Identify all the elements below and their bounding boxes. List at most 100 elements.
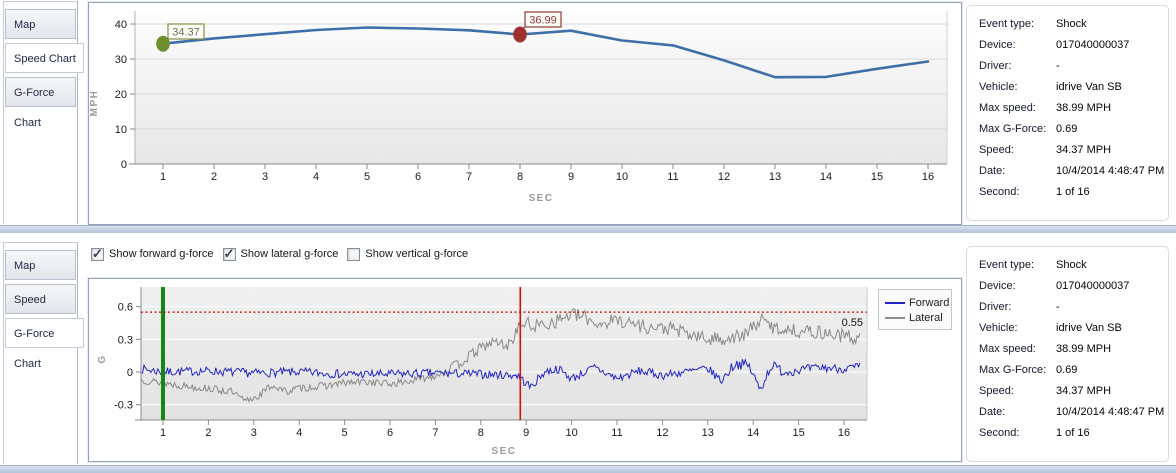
window-bottom-edge (0, 465, 1176, 473)
svg-text:5: 5 (342, 427, 348, 439)
detail-value: idrive Van SB (1056, 322, 1122, 334)
tab-speed-chart[interactable]: Speed Chart (5, 284, 76, 336)
svg-text:12: 12 (656, 427, 668, 439)
detail-value: 38.99 MPH (1056, 102, 1112, 114)
event-details: Event type: Shock Device: 017040000037 Drive… (966, 246, 1169, 462)
tab-map[interactable]: Map (5, 9, 76, 39)
checkbox-show-vertical-g-force[interactable]: ✓ Show vertical g-force (347, 247, 469, 261)
detail-row: Driver: - (979, 297, 1168, 318)
checkbox-label: Show forward g-force (109, 248, 214, 260)
detail-label-second: Second: (979, 427, 1020, 439)
svg-text:0.6: 0.6 (118, 302, 133, 314)
detail-value: 38.99 MPH (1056, 343, 1112, 355)
detail-label-speed: Speed: (979, 385, 1014, 397)
detail-label-second: Second: (979, 186, 1020, 198)
detail-value: 34.37 MPH (1056, 144, 1112, 156)
detail-value: idrive Van SB (1056, 81, 1122, 93)
detail-row: Second: 1 of 16 (979, 423, 1168, 444)
detail-value: Shock (1056, 259, 1087, 271)
tab-speed-chart[interactable]: Speed Chart (5, 43, 84, 73)
detail-row: Vehicle: idrive Van SB (979, 77, 1168, 98)
tab-g-force-chart[interactable]: G-Force Chart (5, 318, 84, 370)
legend-line-swatch (885, 316, 905, 319)
svg-text:-0.3: -0.3 (114, 400, 133, 412)
detail-value: 0.69 (1056, 123, 1078, 135)
svg-text:34.37: 34.37 (172, 27, 200, 39)
svg-text:14: 14 (820, 171, 832, 183)
detail-label-max-g-force: Max G-Force: (979, 364, 1047, 376)
detail-value: - (1056, 60, 1060, 72)
detail-label-device: Device: (979, 39, 1016, 51)
svg-text:1: 1 (160, 427, 166, 439)
speed-chart-section: Map Speed Chart G-Force Chart 0 10 20 30 40 1… (0, 0, 1176, 233)
svg-text:15: 15 (792, 427, 804, 439)
detail-label-vehicle: Vehicle: (979, 322, 1018, 334)
checkbox-checked-icon: ✓ (222, 245, 236, 261)
svg-text:13: 13 (769, 171, 781, 183)
checkbox-show-forward-g-force[interactable]: ✓ Show forward g-force (91, 247, 214, 261)
detail-row: Event type: Shock (979, 255, 1168, 276)
legend-label: Lateral (909, 311, 943, 324)
detail-label-max-g-force: Max G-Force: (979, 123, 1047, 135)
legend-line-swatch (885, 301, 905, 304)
detail-value: 1 of 16 (1056, 427, 1090, 439)
window-bottom-edge (0, 225, 1176, 233)
detail-value: 017040000037 (1056, 280, 1130, 292)
svg-text:0: 0 (121, 159, 127, 171)
detail-label-event-type: Event type: (979, 259, 1035, 271)
tab-map[interactable]: Map (5, 250, 76, 280)
gforce-chart-section: Map Speed Chart G-Force Chart ✓ Show forw… (0, 241, 1176, 473)
checkbox-show-lateral-g-force[interactable]: ✓ Show lateral g-force (222, 245, 339, 261)
tab-g-force-chart[interactable]: G-Force Chart (5, 77, 76, 129)
detail-label-driver: Driver: (979, 301, 1012, 313)
detail-label-date: Date: (979, 165, 1006, 177)
svg-text:16: 16 (922, 171, 934, 183)
detail-label-max-speed: Max speed: (979, 343, 1036, 355)
detail-label-speed: Speed: (979, 144, 1014, 156)
detail-label-device: Device: (979, 280, 1016, 292)
detail-row: Device: 017040000037 (979, 35, 1168, 56)
svg-text:11: 11 (667, 171, 678, 183)
detail-value: - (1056, 301, 1060, 313)
svg-text:9: 9 (523, 427, 529, 439)
svg-text:6: 6 (387, 427, 393, 439)
gforce-chart-frame: -0.3 0 0.3 0.6 1 2 3 4 5 6 7 8 9 10 11 12 13 14 15 16 SEC G 0.… (88, 278, 962, 462)
gforce-toggle-row: ✓ Show forward g-force ✓ Show lateral g-for… (91, 244, 477, 264)
svg-text:10: 10 (616, 171, 628, 183)
detail-row: Device: 017040000037 (979, 276, 1168, 297)
svg-text:SEC: SEC (528, 193, 553, 204)
event-details: Event type: Shock Device: 017040000037 Drive… (966, 5, 1169, 221)
detail-value: Shock (1056, 18, 1087, 30)
svg-text:2: 2 (205, 427, 211, 439)
svg-text:15: 15 (871, 171, 883, 183)
legend-label: Forward (909, 296, 950, 309)
svg-text:1: 1 (160, 171, 166, 183)
svg-text:0.55: 0.55 (842, 317, 863, 329)
detail-row: Speed: 34.37 MPH (979, 140, 1168, 161)
speed-chart-frame: 0 10 20 30 40 1 2 3 4 5 6 7 8 9 10 11 12 13 14 15 16 SEC MPH 34… (88, 2, 962, 225)
detail-value: 0.69 (1056, 364, 1078, 376)
svg-text:SEC: SEC (491, 446, 516, 457)
detail-value: 1 of 16 (1056, 186, 1090, 198)
svg-text:2: 2 (211, 171, 217, 183)
svg-text:G: G (97, 354, 108, 363)
svg-text:MPH: MPH (89, 90, 100, 117)
checkbox-unchecked-icon: ✓ (347, 247, 361, 261)
svg-text:36.99: 36.99 (529, 15, 557, 27)
detail-value: 34.37 MPH (1056, 385, 1112, 397)
checkbox-label: Show vertical g-force (365, 248, 469, 260)
svg-text:7: 7 (432, 427, 438, 439)
detail-row: Max G-Force: 0.69 (979, 119, 1168, 140)
detail-value: 017040000037 (1056, 39, 1130, 51)
svg-text:3: 3 (262, 171, 268, 183)
svg-text:40: 40 (115, 19, 127, 31)
checkbox-label: Show lateral g-force (240, 248, 339, 260)
svg-text:12: 12 (718, 171, 730, 183)
svg-text:10: 10 (115, 124, 127, 136)
detail-value: 10/4/2014 4:48:47 PM (1056, 165, 1165, 177)
svg-text:3: 3 (251, 427, 257, 439)
svg-text:10: 10 (565, 427, 577, 439)
svg-text:5: 5 (364, 171, 370, 183)
g-force-chart[interactable]: -0.300.30.61 2 3 4 5 6 7 8 9 10 11 12 13 14 15 16SECG0.… (89, 279, 959, 459)
